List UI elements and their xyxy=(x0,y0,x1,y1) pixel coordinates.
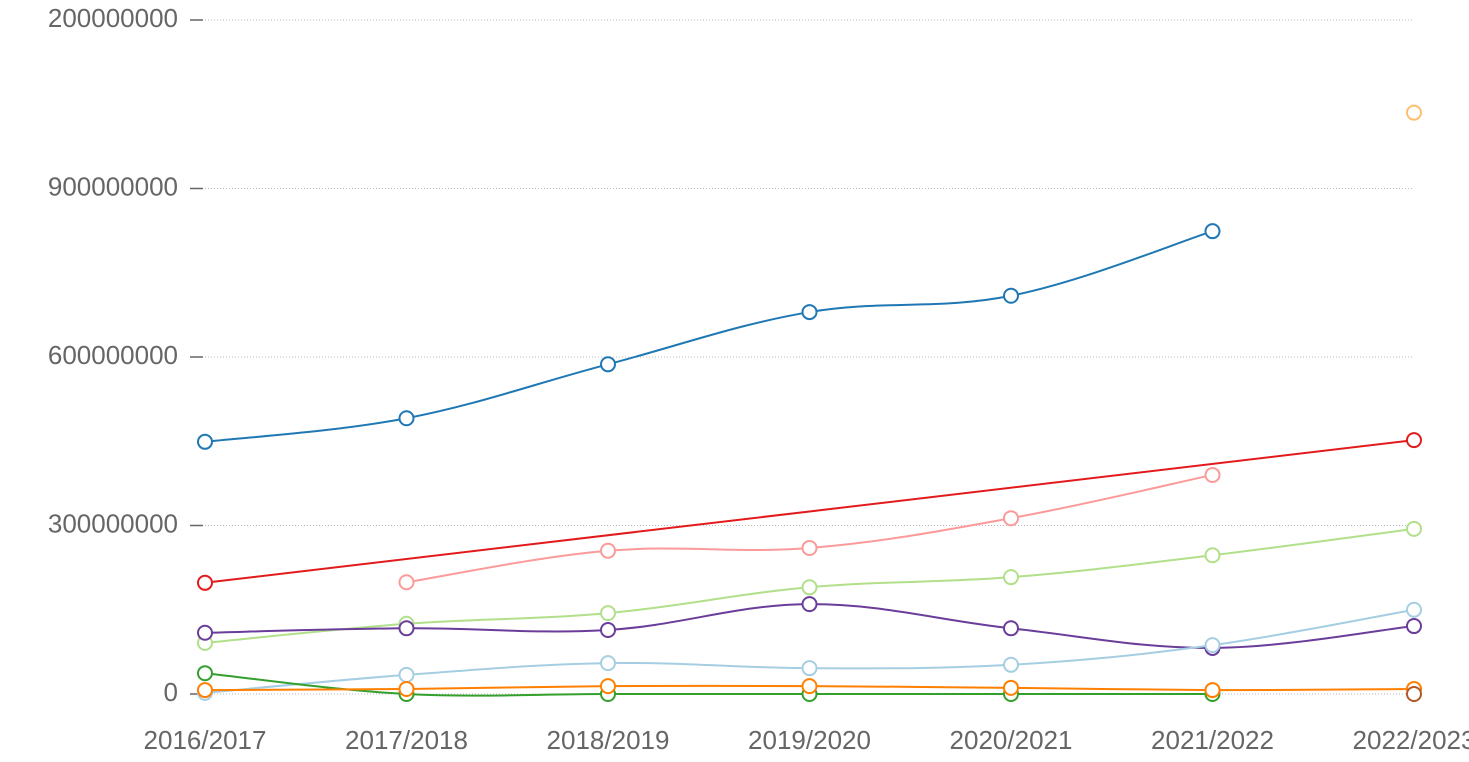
data-point xyxy=(1204,547,1221,564)
series-line xyxy=(204,230,1213,443)
y-tick-label: 600000000 xyxy=(48,340,178,370)
data-point xyxy=(801,678,818,695)
data-point xyxy=(1003,679,1019,696)
x-tick-label: 2019/2020 xyxy=(748,725,871,755)
series-line xyxy=(406,473,1213,584)
data-point xyxy=(1003,569,1019,586)
x-tick-label: 2022/2023 xyxy=(1353,725,1469,755)
x-tick-label: 2017/2018 xyxy=(345,725,468,755)
data-point xyxy=(1204,223,1221,240)
y-tick-label: 300000000 xyxy=(48,508,178,538)
data-point xyxy=(1406,104,1422,121)
y-tick-label: 200000000 xyxy=(48,3,178,33)
data-point xyxy=(1003,287,1019,304)
x-tick-label: 2021/2022 xyxy=(1151,725,1274,755)
data-point xyxy=(1406,432,1422,449)
data-point xyxy=(600,678,616,695)
data-point xyxy=(197,624,213,641)
data-point xyxy=(1406,601,1422,618)
data-point xyxy=(600,605,616,622)
data-point xyxy=(1406,520,1422,537)
data-point xyxy=(600,356,616,373)
data-point xyxy=(1003,656,1019,673)
data-point xyxy=(1204,682,1221,699)
series-line xyxy=(204,439,1415,584)
data-point xyxy=(801,660,818,677)
x-tick-label: 2020/2021 xyxy=(950,725,1073,755)
data-point xyxy=(197,433,213,450)
y-tick-label: 0 xyxy=(164,677,178,707)
data-point xyxy=(1204,466,1221,483)
x-tick-label: 2018/2019 xyxy=(547,725,670,755)
data-point xyxy=(1406,618,1422,635)
data-point xyxy=(398,680,415,697)
data-point xyxy=(801,579,818,596)
data-point xyxy=(1003,620,1019,637)
data-point xyxy=(801,596,818,613)
data-point xyxy=(398,620,415,637)
data-point xyxy=(197,682,213,699)
y-tick-label: 900000000 xyxy=(48,171,178,201)
data-point xyxy=(398,574,415,591)
data-point xyxy=(197,665,213,682)
data-point xyxy=(600,655,616,672)
data-point xyxy=(801,539,818,556)
data-point xyxy=(197,574,213,591)
data-point xyxy=(1003,510,1019,527)
data-point xyxy=(398,666,415,683)
data-point xyxy=(600,621,616,638)
data-point xyxy=(801,304,818,321)
data-point xyxy=(398,410,415,427)
data-point xyxy=(1204,637,1221,654)
series-line xyxy=(204,672,1213,697)
data-point xyxy=(600,542,616,559)
data-point xyxy=(1406,686,1422,702)
x-tick-label: 2016/2017 xyxy=(144,725,267,755)
